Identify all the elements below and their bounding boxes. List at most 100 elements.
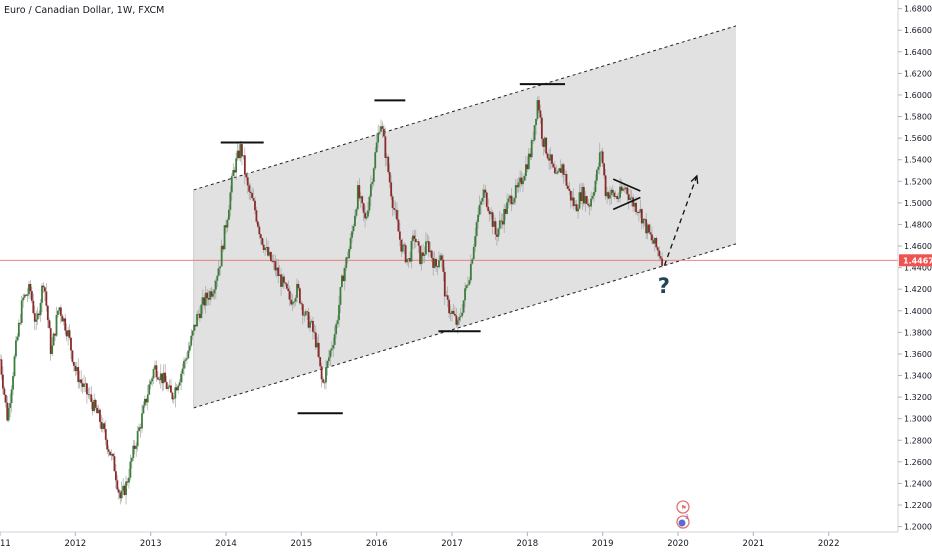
candle-down (54, 333, 56, 336)
candle-down (601, 151, 604, 164)
candle-up (438, 260, 440, 268)
candle-up (511, 202, 514, 205)
candle-down (390, 182, 393, 197)
candle-up (22, 297, 25, 301)
candle-down (32, 300, 35, 314)
candle-up (471, 259, 474, 264)
candle-up (472, 247, 475, 260)
candle-up (20, 300, 23, 323)
candle-down (449, 313, 452, 314)
candle-up (13, 356, 16, 377)
candle-up (132, 445, 135, 458)
candle-up (17, 322, 20, 337)
candle-up (55, 314, 58, 336)
x-axis-ticks[interactable]: 2011 2012 2013 2014 2015 2016 2017 2018 2019 2020… (0, 532, 840, 549)
candle-down (243, 155, 246, 175)
candle-up (456, 320, 459, 325)
candle-up (135, 446, 138, 449)
y-tick-label: 1.20000 (904, 523, 932, 532)
candle-down (551, 154, 553, 165)
candle-down (436, 266, 439, 268)
candle-up (57, 310, 59, 315)
candle-down (249, 191, 252, 194)
candle-up (465, 285, 468, 289)
y-tick-label: 1.44000 (904, 264, 932, 273)
candle-up (67, 330, 69, 337)
candle-down (42, 285, 45, 288)
x-tick-label: 2012 (65, 539, 87, 549)
y-tick-label: 1.24000 (904, 479, 932, 488)
candle-down (582, 186, 585, 204)
candle-down (112, 453, 114, 457)
candle-up (154, 365, 156, 370)
candle-up (622, 188, 624, 191)
candle-down (358, 185, 361, 199)
y-tick-label: 1.56000 (904, 134, 932, 143)
candle-down (285, 283, 288, 289)
candle-down (585, 196, 588, 204)
candle-up (23, 294, 26, 298)
channel-upper-line (193, 25, 737, 191)
candle-down (430, 250, 433, 258)
candle-up (304, 311, 307, 316)
candle-up (129, 461, 132, 478)
candle-down (170, 385, 172, 393)
candle-up (330, 348, 333, 351)
candle-down (161, 373, 164, 384)
candle-up (101, 423, 104, 429)
candle-down (251, 193, 253, 199)
candle-down (312, 320, 314, 332)
candle-up (474, 236, 477, 247)
candle-down (117, 489, 120, 493)
candle-down (346, 257, 349, 259)
candle-up (561, 164, 564, 173)
channel-layer (193, 25, 737, 409)
candle-up (581, 186, 584, 202)
event-badges[interactable]: ⚑ 3 (676, 500, 690, 529)
candle-up (577, 208, 579, 212)
candle-up (509, 195, 511, 199)
candle-up (377, 132, 380, 143)
candle-down (106, 439, 109, 450)
candle-up (235, 158, 238, 173)
candle-down (6, 402, 9, 421)
candle-up (167, 387, 169, 389)
candle-up (125, 481, 127, 495)
candle-down (552, 164, 555, 168)
candle-up (177, 385, 180, 391)
candle-down (194, 324, 197, 327)
y-tick-label: 1.28000 (904, 436, 932, 445)
event-flag-glyph: ⚑ (681, 504, 687, 512)
candle-up (212, 293, 214, 297)
candle-up (281, 276, 284, 287)
candle-up (532, 140, 535, 141)
candle-up (467, 284, 469, 286)
y-axis-ticks[interactable]: 1.20000 1.22000 1.24000 1.26000 1.28000 1.300… (898, 5, 932, 532)
candle-up (335, 324, 338, 335)
candle-up (642, 218, 645, 224)
candle-up (84, 383, 87, 385)
candle-up (162, 372, 165, 384)
candle-up (223, 225, 226, 250)
candle-up (556, 171, 559, 174)
candle-up (15, 340, 17, 357)
candle-down (238, 150, 240, 159)
candle-up (16, 336, 19, 341)
candle-up (110, 453, 113, 456)
event-flag-icon[interactable] (676, 500, 690, 514)
candle-up (407, 258, 410, 260)
candle-down (520, 177, 523, 185)
candle-down (387, 156, 390, 173)
candle-down (256, 221, 259, 227)
candle-down (452, 310, 455, 314)
candle-down (4, 394, 7, 403)
candle-down (362, 203, 365, 213)
candle-down (74, 365, 77, 372)
y-tick-label: 1.38000 (904, 328, 932, 337)
y-tick-label: 1.22000 (904, 501, 932, 510)
candle-up (401, 244, 404, 252)
candle-up (506, 202, 508, 214)
candle-down (648, 224, 650, 233)
